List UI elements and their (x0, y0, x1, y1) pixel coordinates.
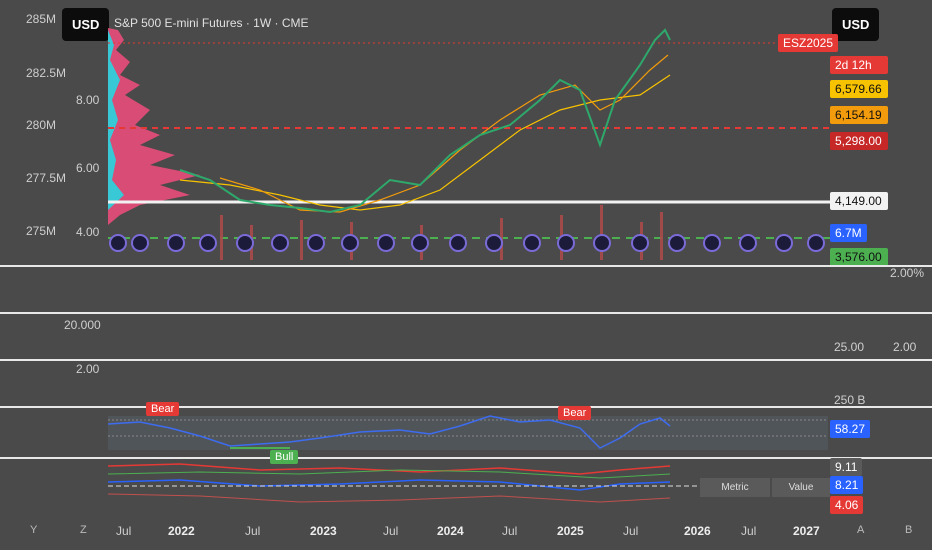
pane-separator[interactable] (0, 312, 932, 314)
oscillator-chart[interactable] (0, 408, 932, 456)
pane-separator[interactable] (0, 265, 932, 267)
volume-axis-label: 280M (26, 118, 57, 132)
time-axis-label: 2026 (684, 524, 711, 538)
currency-button-left[interactable]: USD (62, 8, 110, 41)
time-axis-label: Jul (623, 524, 639, 538)
indicator-value: 4.06 (830, 496, 864, 514)
pane-separator[interactable] (0, 457, 932, 459)
bull-label: Bull (270, 450, 299, 464)
corner-y[interactable]: Y (30, 524, 38, 536)
time-axis-label: 2025 (557, 524, 584, 538)
volume-bars (220, 205, 663, 260)
symbol-tag: ESZ2025 (778, 34, 839, 52)
volume-axis-label: 277.5M (26, 171, 67, 185)
bear-label: Bear (558, 406, 592, 420)
price-chart[interactable] (0, 0, 932, 265)
pane3-axis-label: 25.00 (834, 340, 865, 354)
inner-axis-label: 4.00 (76, 225, 100, 239)
time-axis-label: 2023 (310, 524, 337, 538)
inner-axis-label: 6.00 (76, 161, 100, 175)
volume-profile (108, 28, 200, 225)
inner-axis-label: 8.00 (76, 93, 100, 107)
time-axis-label: Jul (116, 524, 132, 538)
price-candles (179, 28, 671, 214)
indicator-value: 8.21 (830, 476, 864, 494)
oscillator-value-tag: 58.27 (830, 420, 871, 438)
volume-axis-label: 285M (26, 12, 57, 26)
volume-tag: 6.7M (830, 224, 867, 242)
indicator-value: 9.11 (830, 458, 863, 476)
pane3-axis-label: 20.000 (64, 318, 101, 332)
volume-axis-label: 282.5M (26, 66, 67, 80)
volume-axis-label: 275M (26, 224, 57, 238)
corner-z[interactable]: Z (80, 524, 87, 536)
corner-a[interactable]: A (857, 524, 865, 536)
pane-separator[interactable] (0, 359, 932, 361)
pane4-axis-label: 250 B (834, 393, 866, 407)
pane-separator[interactable] (0, 406, 932, 408)
pane2-axis-label: 2.00% (890, 266, 925, 280)
time-axis-label: 2024 (437, 524, 464, 538)
corner-b[interactable]: B (905, 524, 913, 536)
price-tag: 4,149.00 (830, 192, 888, 210)
time-axis-label: Jul (502, 524, 518, 538)
table-header-metric: Metric (700, 478, 770, 497)
ma-fast (219, 54, 669, 213)
pane3-axis-label: 2.00 (76, 362, 100, 376)
countdown-tag: 2d 12h (830, 56, 888, 74)
price-tag: 6,579.66 (830, 80, 888, 98)
chart-title: S&P 500 E-mini Futures · 1W · CME (114, 16, 309, 30)
time-axis-label: 2027 (793, 524, 820, 538)
pane3-axis-label: 2.00 (893, 340, 917, 354)
currency-button-right[interactable]: USD (832, 8, 880, 41)
bear-label: Bear (146, 402, 180, 416)
ma-slow (179, 74, 671, 211)
time-axis-label: Jul (383, 524, 399, 538)
time-axis-label: Jul (741, 524, 757, 538)
event-icons[interactable] (109, 234, 825, 252)
time-axis-label: 2022 (168, 524, 195, 538)
price-tag: 3,576.00 (830, 248, 888, 266)
time-axis-label: Jul (245, 524, 261, 538)
price-tag: 5,298.00 (830, 132, 888, 150)
price-tag: 6,154.19 (830, 106, 888, 124)
table-header-value: Value (772, 478, 830, 497)
